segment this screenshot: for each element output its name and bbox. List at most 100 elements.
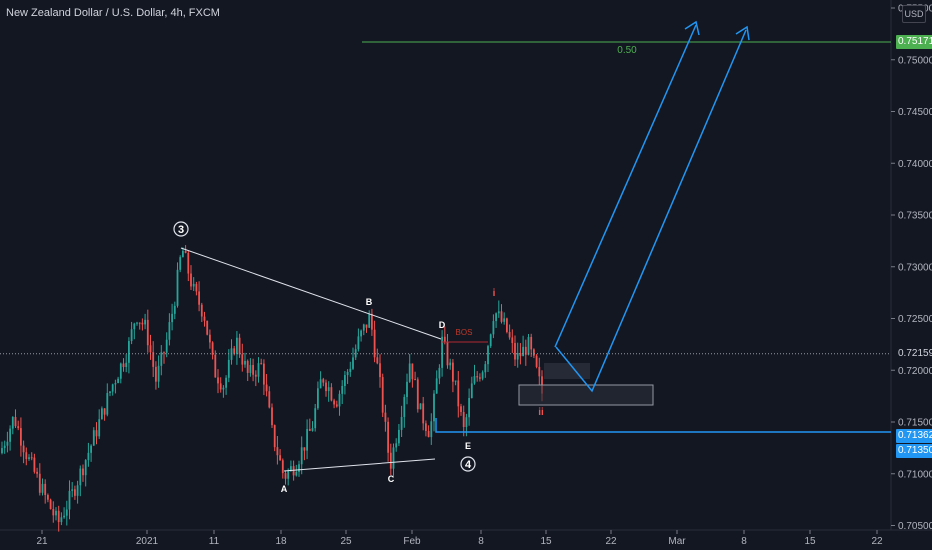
candle-body [408, 363, 411, 382]
candle-body [138, 322, 141, 324]
candle-body [303, 447, 306, 451]
candle-body [449, 362, 452, 366]
sub-wave-ii-label: ii [538, 407, 544, 418]
candle-body [381, 377, 384, 413]
candle-body [65, 509, 68, 516]
candle-body [276, 447, 279, 456]
candle-body [389, 452, 392, 469]
candle-body [211, 342, 214, 355]
candle-body [514, 343, 516, 360]
candle-body [530, 336, 533, 350]
candle-body [476, 376, 479, 378]
candle-body [257, 363, 260, 377]
candle-body [481, 372, 484, 379]
time-tick-label: 15 [804, 536, 816, 547]
candle-body [36, 471, 38, 474]
price-tick-label: 0.74500 [898, 107, 932, 118]
candle-body [22, 445, 25, 453]
candle-body [292, 466, 295, 476]
sub-wave-i-label: i [493, 288, 496, 299]
candle-body [60, 517, 63, 523]
support-level-line [435, 418, 891, 433]
candle-body [179, 257, 182, 270]
candle-body [373, 329, 376, 358]
candle-body [279, 455, 281, 461]
candle-body [473, 376, 476, 384]
candle-body [484, 364, 487, 373]
small-demand-zone [544, 363, 590, 379]
price-tick-label: 0.73000 [898, 262, 932, 273]
candle-body [217, 377, 219, 384]
currency-badge[interactable]: USD [902, 5, 926, 23]
candle-body [101, 408, 103, 420]
projection-path-right [555, 29, 747, 393]
candle-body [219, 383, 222, 390]
candle-body [295, 471, 298, 476]
price-tick-label: 0.72000 [898, 366, 932, 377]
candle-body [128, 341, 130, 363]
candle-body [268, 391, 271, 408]
candle-body [465, 417, 468, 428]
candle-body [79, 468, 82, 486]
candle-body [195, 283, 198, 292]
candle-body [241, 354, 244, 365]
candle-body [311, 428, 314, 431]
point-e-label: E [465, 441, 471, 451]
point-c-label: C [388, 474, 395, 484]
demand-zone-box [518, 384, 654, 406]
candle-body [28, 457, 30, 459]
candle-body [187, 252, 190, 274]
candle-body [349, 368, 352, 372]
candle-body [149, 345, 152, 353]
time-tick-label: 8 [741, 536, 747, 547]
candle-body [306, 429, 308, 451]
candle-body [511, 337, 514, 344]
candle-body [98, 419, 101, 437]
candle-body [308, 429, 311, 431]
candle-body [111, 384, 114, 392]
candle-body [1, 448, 3, 454]
candle-body [106, 392, 109, 415]
candle-body [462, 411, 465, 428]
candle-body [433, 393, 435, 422]
candle-body [422, 403, 425, 424]
candle-body [403, 397, 406, 417]
candle-body [527, 336, 530, 355]
candle-body [68, 490, 71, 510]
candle-body [122, 363, 125, 368]
candle-body [182, 250, 184, 258]
candle-body [157, 365, 160, 382]
candle-body [281, 460, 284, 474]
price-tick-label: 0.75000 [898, 55, 932, 66]
fib-price-badge: 0.75171 [896, 35, 932, 50]
candle-body [352, 357, 354, 369]
price-tick-label: 0.71000 [898, 469, 932, 480]
candle-body [198, 291, 200, 305]
candle-body [117, 378, 119, 384]
candle-body [427, 430, 430, 438]
bos-label: BOS [456, 328, 473, 337]
candle-body [254, 374, 257, 377]
candle-body [222, 387, 225, 390]
time-tick-label: 11 [209, 536, 220, 547]
candle-body [430, 421, 433, 438]
candle-body [49, 499, 52, 510]
candle-body [144, 319, 146, 325]
candle-body [119, 363, 122, 379]
candle-body [271, 407, 273, 426]
candle-body [84, 460, 87, 476]
candle-body [249, 365, 252, 373]
level-price-badge-2: 0.71350 [896, 444, 932, 459]
candle-body [538, 366, 541, 377]
candle-body [379, 363, 381, 378]
candle-body [103, 408, 106, 415]
candle-body [454, 380, 457, 382]
candle-body [425, 423, 427, 431]
candle-body [238, 337, 241, 355]
candle-body [411, 363, 414, 380]
candle-body [214, 354, 217, 378]
candle-body [368, 313, 371, 328]
candle-body [284, 473, 287, 479]
time-tick-label: 8 [478, 536, 484, 547]
